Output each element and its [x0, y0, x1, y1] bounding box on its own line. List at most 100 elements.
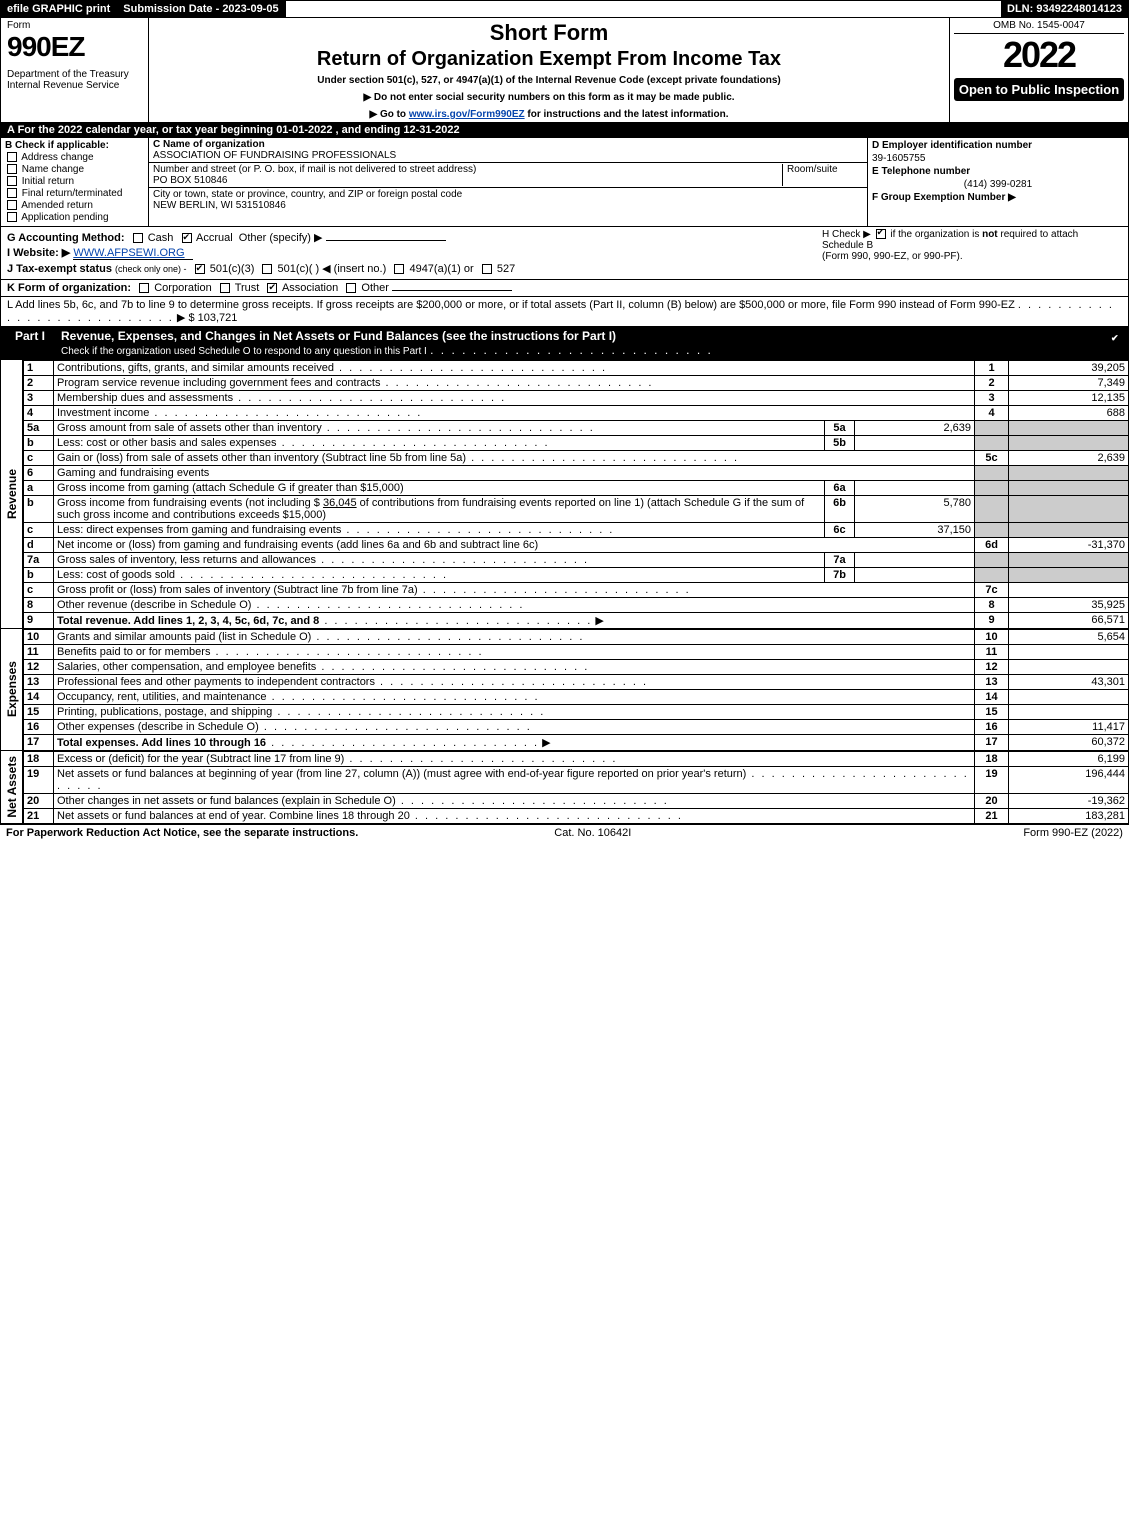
ein-value: 39-1605755 — [872, 153, 1124, 164]
c-city-section: City or town, state or province, country… — [149, 188, 867, 212]
line-5c: cGain or (loss) from sale of assets othe… — [24, 451, 1129, 466]
j-4947-box[interactable] — [394, 264, 404, 274]
line-20: 20Other changes in net assets or fund ba… — [24, 794, 1129, 809]
chk-application-pending-label: Application pending — [21, 212, 108, 223]
note-ssn: ▶ Do not enter social security numbers o… — [157, 92, 941, 103]
line-7c: cGross profit or (loss) from sales of in… — [24, 583, 1129, 598]
part1-title: Revenue, Expenses, and Changes in Net As… — [61, 329, 1108, 357]
row-j: J Tax-exempt status (check only one) - 5… — [7, 262, 1122, 275]
chk-name-change[interactable]: Name change — [5, 164, 144, 175]
c-addr-label: Number and street (or P. O. box, if mail… — [153, 164, 476, 175]
subtitle: Under section 501(c), 527, or 4947(a)(1)… — [157, 75, 941, 86]
header-center: Short Form Return of Organization Exempt… — [149, 18, 950, 122]
row-a-period: A For the 2022 calendar year, or tax yea… — [0, 123, 1129, 138]
chk-address-change-label: Address change — [21, 152, 93, 163]
g-other: Other (specify) ▶ — [239, 232, 323, 244]
k-other: Other — [361, 282, 389, 294]
header-left: Form 990EZ Department of the Treasury In… — [1, 18, 149, 122]
line-14: 14Occupancy, rent, utilities, and mainte… — [24, 690, 1129, 705]
k-other-input[interactable] — [392, 290, 512, 291]
line-18: 18Excess or (deficit) for the year (Subt… — [24, 752, 1129, 767]
c-addr-section: Number and street (or P. O. box, if mail… — [149, 163, 867, 188]
note-goto: ▶ Go to www.irs.gov/Form990EZ for instru… — [157, 109, 941, 120]
line-9: 9Total revenue. Add lines 1, 2, 3, 4, 5c… — [24, 613, 1129, 629]
irs-link[interactable]: www.irs.gov/Form990EZ — [409, 109, 525, 120]
part1-schedule-o-checkbox[interactable] — [1110, 332, 1120, 342]
part1-label: Part I — [7, 329, 53, 357]
top-bar: efile GRAPHIC print Submission Date - 20… — [0, 0, 1129, 18]
j-501c-box[interactable] — [262, 264, 272, 274]
l-text: L Add lines 5b, 6c, and 7b to line 9 to … — [7, 299, 1015, 311]
short-form-title: Short Form — [157, 20, 941, 46]
line-11: 11Benefits paid to or for members11 — [24, 645, 1129, 660]
h-not: not — [982, 229, 998, 240]
chk-final-return[interactable]: Final return/terminated — [5, 188, 144, 199]
column-b: B Check if applicable: Address change Na… — [1, 138, 149, 226]
org-name: ASSOCIATION OF FUNDRAISING PROFESSIONALS — [153, 150, 396, 161]
line-6a: aGross income from gaming (attach Schedu… — [24, 481, 1129, 496]
line-4: 4Investment income4688 — [24, 406, 1129, 421]
k-other-box[interactable] — [346, 283, 356, 293]
h-checkbox[interactable] — [876, 229, 886, 239]
k-corp-box[interactable] — [139, 283, 149, 293]
chk-application-pending[interactable]: Application pending — [5, 212, 144, 223]
open-inspection: Open to Public Inspection — [954, 78, 1124, 101]
g-accrual-box[interactable] — [182, 233, 192, 243]
line-6b: bGross income from fundraising events (n… — [24, 496, 1129, 523]
section-bcdef: B Check if applicable: Address change Na… — [0, 138, 1129, 227]
c-city-label: City or town, state or province, country… — [153, 189, 462, 200]
page-footer: For Paperwork Reduction Act Notice, see … — [0, 824, 1129, 841]
j-501c3: 501(c)(3) — [210, 263, 255, 275]
form-header: Form 990EZ Department of the Treasury In… — [0, 18, 1129, 123]
g-cash-box[interactable] — [133, 233, 143, 243]
column-def: D Employer identification number 39-1605… — [868, 138, 1128, 226]
form-word: Form — [7, 20, 142, 31]
g-cash: Cash — [148, 232, 174, 244]
k-assoc: Association — [282, 282, 338, 294]
line-7b: bLess: cost of goods sold7b — [24, 568, 1129, 583]
part1-title-text: Revenue, Expenses, and Changes in Net As… — [61, 329, 616, 343]
expenses-vlabel: Expenses — [5, 661, 19, 717]
org-addr: PO BOX 510846 — [153, 175, 228, 186]
footer-right: Form 990-EZ (2022) — [1023, 827, 1123, 839]
revenue-section: Revenue 1Contributions, gifts, grants, a… — [0, 360, 1129, 629]
dln: DLN: 93492248014123 — [1001, 1, 1128, 17]
g-other-input[interactable] — [326, 240, 446, 241]
note2-suffix: for instructions and the latest informat… — [525, 109, 729, 120]
j-501c3-box[interactable] — [195, 264, 205, 274]
j-527-box[interactable] — [482, 264, 492, 274]
k-assoc-box[interactable] — [267, 283, 277, 293]
line-7a: 7aGross sales of inventory, less returns… — [24, 553, 1129, 568]
website-link[interactable]: WWW.AFPSEWI.ORG — [73, 247, 193, 260]
chk-name-change-label: Name change — [22, 164, 84, 175]
l-value: 103,721 — [198, 312, 238, 324]
j-prefix: J Tax-exempt status — [7, 263, 112, 275]
chk-final-return-label: Final return/terminated — [22, 188, 123, 199]
org-city: NEW BERLIN, WI 531510846 — [153, 200, 286, 211]
line-8: 8Other revenue (describe in Schedule O)8… — [24, 598, 1129, 613]
c-name-label: C Name of organization — [153, 139, 265, 150]
chk-initial-return[interactable]: Initial return — [5, 176, 144, 187]
footer-left: For Paperwork Reduction Act Notice, see … — [6, 827, 358, 839]
row-k: K Form of organization: Corporation Trus… — [0, 280, 1129, 297]
g-prefix: G Accounting Method: — [7, 232, 125, 244]
c-name-section: C Name of organization ASSOCIATION OF FU… — [149, 138, 867, 163]
e-label: E Telephone number — [872, 166, 970, 177]
revenue-table: 1Contributions, gifts, grants, and simil… — [23, 360, 1129, 629]
part1-subtitle: Check if the organization used Schedule … — [61, 346, 427, 357]
line-10: 10Grants and similar amounts paid (list … — [24, 630, 1129, 645]
l-arrow: ▶ $ — [177, 312, 195, 324]
j-527: 527 — [497, 263, 515, 275]
room-suite-label: Room/suite — [783, 164, 863, 186]
j-sub: (check only one) - — [115, 264, 187, 274]
line-1: 1Contributions, gifts, grants, and simil… — [24, 361, 1129, 376]
efile-label[interactable]: efile GRAPHIC print — [1, 1, 117, 17]
h-text4: (Form 990, 990-EZ, or 990-PF). — [822, 251, 963, 262]
line-3: 3Membership dues and assessments312,135 — [24, 391, 1129, 406]
chk-address-change[interactable]: Address change — [5, 152, 144, 163]
main-title: Return of Organization Exempt From Incom… — [157, 48, 941, 71]
omb-number: OMB No. 1545-0047 — [954, 20, 1124, 34]
chk-amended-return[interactable]: Amended return — [5, 200, 144, 211]
row-h: H Check ▶ if the organization is not req… — [822, 229, 1122, 262]
k-trust-box[interactable] — [220, 283, 230, 293]
